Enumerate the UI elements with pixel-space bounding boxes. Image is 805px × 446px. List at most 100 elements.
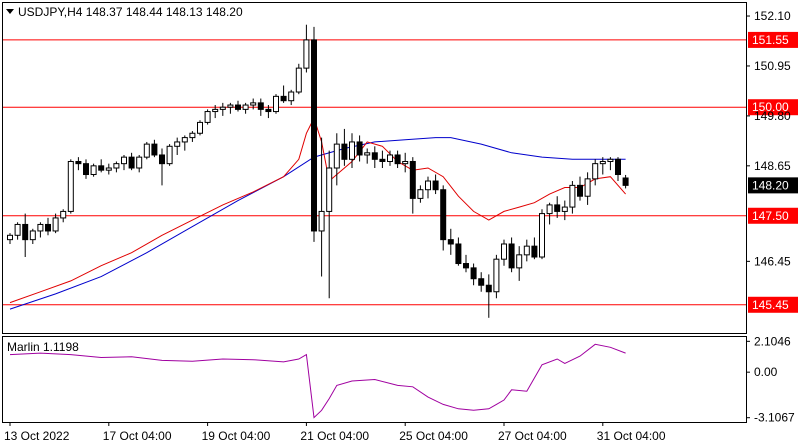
candle [394, 150, 401, 168]
candle [136, 154, 143, 173]
candle [387, 150, 393, 166]
candle [250, 98, 257, 110]
candle [402, 152, 409, 173]
candle [45, 217, 51, 236]
candle [493, 254, 500, 299]
candle [485, 274, 492, 318]
candle [151, 139, 158, 158]
level-lines: 151.55 150.00 147.50 145.45 [3, 31, 798, 313]
x-tick-label: 25 Oct 04:00 [399, 429, 468, 443]
candle [432, 174, 439, 195]
candle [288, 89, 295, 106]
symbol-info: USDJPY,H4 148.37 148.44 148.13 148.20 [18, 5, 243, 19]
candle [166, 144, 173, 166]
candle [22, 213, 29, 258]
candle [592, 159, 599, 186]
candle [7, 233, 13, 244]
candle [539, 209, 545, 260]
current-price-label: 148.20 [752, 178, 789, 192]
candle [90, 163, 97, 177]
level-label-bg [748, 99, 798, 116]
candle [113, 161, 120, 173]
candle [67, 159, 74, 214]
candle [546, 202, 553, 225]
candle [455, 237, 462, 266]
level-label: 145.45 [752, 298, 789, 312]
candle [235, 100, 241, 112]
candle [371, 146, 378, 168]
candle [584, 172, 591, 205]
candle [52, 213, 59, 234]
candle [303, 24, 310, 73]
candle [98, 159, 105, 173]
ma-fast-line [9, 116, 626, 304]
symbol-dropdown-icon[interactable] [6, 9, 14, 14]
candle [204, 109, 211, 125]
candle [14, 222, 21, 240]
ma-slow-line [9, 137, 626, 310]
moving-averages [9, 116, 626, 310]
candle [409, 157, 416, 214]
candle [280, 85, 287, 103]
candle [159, 148, 165, 186]
candle [447, 228, 454, 255]
candle [197, 120, 203, 136]
level-label: 151.55 [752, 33, 789, 47]
candle [333, 133, 340, 186]
x-tick-label: 17 Oct 04:00 [103, 429, 172, 443]
candle [440, 185, 447, 251]
current-price-bg [748, 177, 798, 194]
level-label: 150.00 [752, 100, 789, 114]
y-tick-label: 146.45 [754, 254, 791, 268]
candle [257, 98, 264, 116]
candle [523, 239, 530, 262]
candle [379, 150, 386, 168]
osc-tick-label: -3.1067 [754, 411, 795, 425]
candle [219, 102, 226, 116]
y-tick-label: 148.65 [754, 159, 791, 173]
candle [349, 133, 355, 168]
candle [128, 152, 135, 171]
y-tick-label: 150.95 [754, 59, 791, 73]
candle [569, 181, 576, 214]
candle [174, 137, 181, 155]
candle [470, 263, 477, 286]
x-tick-label: 13 Oct 2022 [4, 429, 70, 443]
candle [508, 237, 515, 273]
x-tick-label: 31 Oct 04:00 [597, 429, 666, 443]
x-tick-label: 27 Oct 04:00 [498, 429, 567, 443]
candle [554, 196, 561, 218]
candle [599, 157, 606, 175]
candle [478, 272, 485, 292]
indicator-label: Marlin 1.1198 [7, 340, 79, 354]
candle [143, 141, 150, 160]
candle [273, 94, 279, 114]
candle [516, 246, 523, 281]
candle [29, 228, 36, 244]
y-tick-label: 149.80 [754, 109, 791, 123]
candle [425, 176, 431, 199]
candle [622, 174, 629, 189]
price-axis: 152.10 150.95 149.80 148.65 146.45 148.20 [746, 9, 798, 268]
candle [531, 237, 538, 260]
candle [417, 185, 424, 203]
osc-tick-label: 0.00 [754, 365, 778, 379]
candle [60, 209, 67, 223]
x-tick-label: 19 Oct 04:00 [202, 429, 271, 443]
level-label-bg [748, 296, 798, 313]
candle [37, 222, 44, 238]
candle [242, 102, 249, 114]
candle [227, 102, 234, 114]
oscillator-pane: 2.1046 0.00 -3.1067 [9, 334, 795, 425]
candle [356, 135, 363, 162]
candle [311, 26, 317, 242]
candle [561, 200, 568, 221]
candle [501, 239, 507, 266]
candle [607, 157, 614, 171]
candle [105, 163, 112, 175]
level-label: 147.50 [752, 209, 789, 223]
candle [189, 131, 196, 142]
candle [615, 157, 621, 182]
osc-tick-label: 2.1046 [754, 334, 791, 348]
